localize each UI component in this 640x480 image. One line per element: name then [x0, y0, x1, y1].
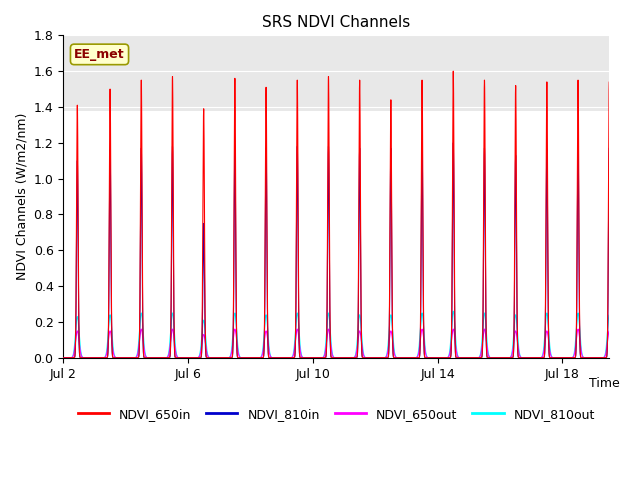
- NDVI_810in: [101, 355, 109, 360]
- NDVI_810in: [280, 355, 288, 360]
- NDVI_810in: [113, 355, 120, 360]
- NDVI_650out: [472, 355, 480, 360]
- NDVI_650out: [60, 355, 67, 360]
- NDVI_810out: [449, 308, 457, 314]
- NDVI_810in: [548, 355, 556, 360]
- NDVI_650out: [548, 355, 556, 360]
- NDVI_810in: [60, 355, 67, 360]
- NDVI_810in: [103, 355, 111, 360]
- NDVI_810out: [60, 355, 67, 360]
- NDVI_650out: [605, 328, 613, 334]
- Line: NDVI_650in: NDVI_650in: [63, 71, 609, 358]
- NDVI_810out: [280, 355, 288, 360]
- NDVI_650in: [113, 355, 120, 360]
- Legend: NDVI_650in, NDVI_810in, NDVI_650out, NDVI_810out: NDVI_650in, NDVI_810in, NDVI_650out, NDV…: [72, 403, 600, 426]
- NDVI_650in: [548, 355, 556, 360]
- Bar: [63, 36, 609, 110]
- NDVI_650out: [113, 355, 120, 360]
- NDVI_650in: [605, 79, 613, 85]
- NDVI_650in: [280, 355, 288, 360]
- Text: EE_met: EE_met: [74, 48, 125, 61]
- NDVI_650in: [449, 68, 457, 74]
- NDVI_810out: [605, 312, 613, 318]
- NDVI_650in: [101, 355, 109, 360]
- Line: NDVI_810out: NDVI_810out: [63, 311, 609, 358]
- NDVI_650in: [103, 355, 111, 360]
- Title: SRS NDVI Channels: SRS NDVI Channels: [262, 15, 410, 30]
- NDVI_650in: [60, 355, 67, 360]
- NDVI_810out: [113, 355, 120, 360]
- NDVI_650out: [103, 348, 111, 354]
- Line: NDVI_650out: NDVI_650out: [63, 329, 609, 358]
- NDVI_810in: [449, 140, 457, 146]
- NDVI_650out: [101, 354, 109, 360]
- NDVI_650out: [280, 355, 288, 360]
- NDVI_810in: [605, 145, 613, 151]
- NDVI_650out: [138, 326, 145, 332]
- X-axis label: Time: Time: [589, 377, 620, 390]
- NDVI_810out: [472, 355, 480, 360]
- NDVI_650in: [472, 355, 480, 360]
- NDVI_810out: [103, 345, 111, 350]
- NDVI_810out: [548, 355, 556, 360]
- Line: NDVI_810in: NDVI_810in: [63, 143, 609, 358]
- NDVI_810out: [101, 354, 109, 360]
- Y-axis label: NDVI Channels (W/m2/nm): NDVI Channels (W/m2/nm): [15, 113, 28, 280]
- NDVI_810in: [472, 355, 480, 360]
